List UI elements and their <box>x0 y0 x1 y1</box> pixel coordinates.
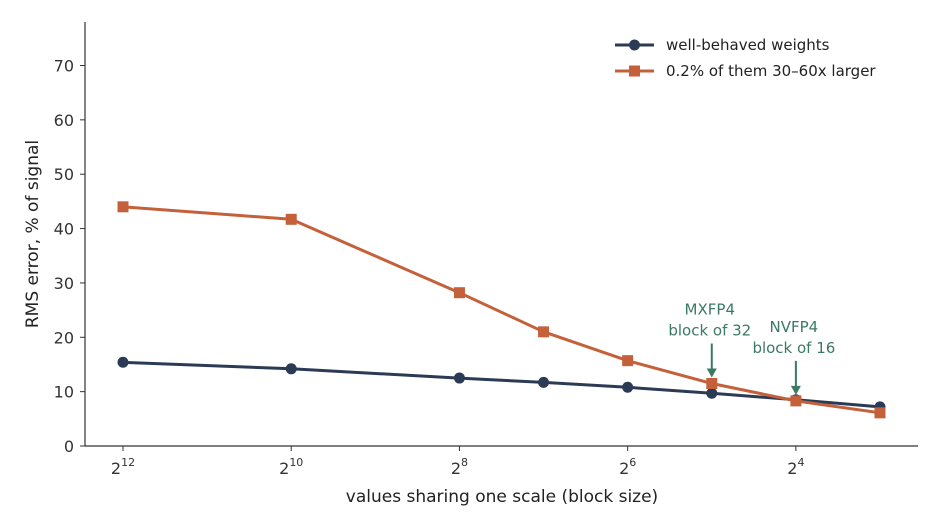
y-tick-label: 60 <box>54 111 74 130</box>
annotation-layer: MXFP4 block of 32 NVFP4 block of 16 <box>668 300 835 395</box>
x-tick-label: 26 <box>619 456 636 478</box>
y-tick-label: 70 <box>54 56 74 75</box>
data-point <box>874 407 886 419</box>
data-point <box>622 355 634 367</box>
data-point <box>453 372 465 384</box>
data-point <box>117 201 129 213</box>
data-point <box>706 377 718 389</box>
annotation-text: block of 32 <box>668 321 751 339</box>
x-tick-label: 28 <box>451 456 468 478</box>
y-tick-label: 40 <box>54 220 74 239</box>
data-point <box>706 387 718 399</box>
data-point <box>538 376 550 388</box>
data-point <box>285 363 297 375</box>
x-tick-label: 212 <box>111 456 135 478</box>
data-point <box>453 287 465 299</box>
y-tick-label: 50 <box>54 165 74 184</box>
data-point <box>117 356 129 368</box>
legend-label: 0.2% of them 30–60x larger <box>666 62 876 80</box>
annotation-1: MXFP4 block of 32 <box>668 300 751 378</box>
legend-marker <box>629 65 640 77</box>
annotation-text: block of 16 <box>752 339 835 357</box>
data-point <box>790 395 802 407</box>
data-point <box>622 381 634 393</box>
annotation-arrowhead <box>706 368 717 378</box>
legend-marker <box>629 39 640 51</box>
legend-item-2: 0.2% of them 30–60x larger <box>615 62 876 80</box>
annotation-text: MXFP4 <box>685 300 735 318</box>
axes: 0 10 20 30 40 50 60 70 212 210 28 26 24 <box>54 22 918 478</box>
series-2 <box>117 201 886 419</box>
legend-item-1: well-behaved weights <box>615 36 830 54</box>
series-1 <box>117 356 886 413</box>
annotation-2: NVFP4 block of 16 <box>752 318 835 395</box>
x-tick-label: 24 <box>787 456 804 478</box>
legend: well-behaved weights 0.2% of them 30–60x … <box>615 36 876 80</box>
y-tick-label: 10 <box>54 383 74 402</box>
data-point <box>285 213 297 225</box>
series-line <box>122 360 881 409</box>
annotation-text: NVFP4 <box>770 318 819 336</box>
y-tick-label: 0 <box>64 437 74 456</box>
series-line <box>122 205 881 415</box>
x-axis-label: values sharing one scale (block size) <box>346 487 658 507</box>
data-point <box>538 326 550 338</box>
series-layer <box>117 201 886 419</box>
annotation-arrowhead <box>790 385 801 395</box>
y-tick-label: 20 <box>54 328 74 347</box>
y-tick-label: 30 <box>54 274 74 293</box>
x-tick-label: 210 <box>279 456 303 478</box>
legend-label: well-behaved weights <box>666 36 830 54</box>
y-axis-label: RMS error, % of signal <box>23 140 43 328</box>
